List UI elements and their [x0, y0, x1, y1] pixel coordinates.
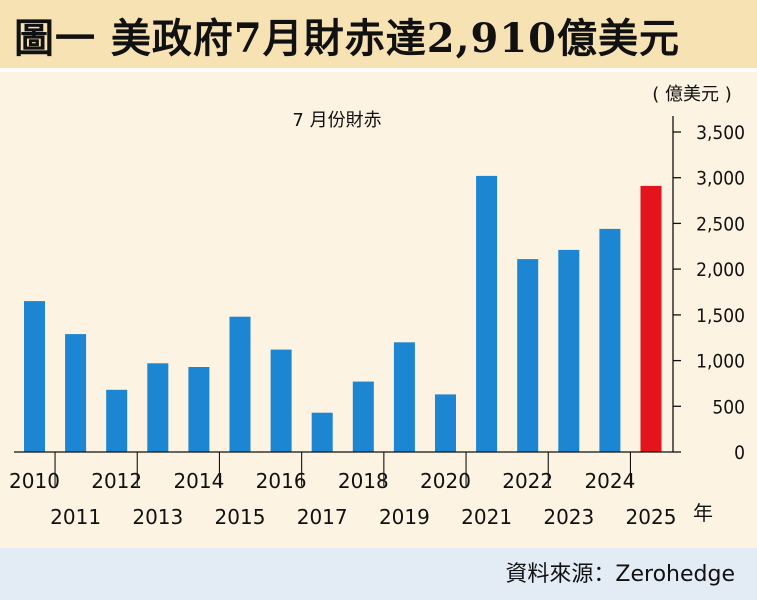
x-tick-label: 2020	[420, 469, 471, 493]
x-tick-label: 2014	[173, 469, 224, 493]
x-tick-label: 2015	[215, 505, 266, 529]
y-tick-label: 3,000	[696, 168, 745, 190]
x-tick-label: 2013	[132, 505, 183, 529]
bar-2015	[229, 316, 251, 452]
bar-2024	[599, 228, 621, 452]
y-tick-label: 0	[734, 442, 745, 464]
chart-title: 圖一 美政府7月財赤達2,910億美元	[14, 15, 681, 62]
bar-2021	[476, 175, 498, 452]
chart-subtitle: 7 月份財赤	[292, 110, 381, 131]
x-tick-label: 2016	[256, 469, 307, 493]
x-tick-label: 2022	[502, 469, 553, 493]
x-axis-label: 年	[693, 501, 713, 525]
x-tick-label: 2010	[9, 469, 60, 493]
x-tick-label: 2011	[50, 505, 101, 529]
bar-2016	[270, 349, 292, 452]
y-tick-label: 3,500	[696, 122, 745, 144]
y-tick-label: 2,500	[696, 213, 745, 235]
x-tick-label: 2024	[584, 469, 635, 493]
bar-2019	[393, 342, 415, 452]
y-tick-label: 2,000	[696, 259, 745, 281]
bar-2011	[65, 334, 87, 452]
x-tick-label: 2023	[543, 505, 594, 529]
bar-2020	[435, 394, 456, 452]
bars-layer	[24, 175, 662, 452]
bar-2017	[311, 412, 333, 452]
bar-2010	[24, 301, 45, 452]
x-tick-label: 2018	[338, 469, 389, 493]
footer-band	[0, 548, 757, 600]
bar-2014	[188, 367, 210, 452]
y-tick-label: 1,000	[696, 351, 745, 373]
x-tick-label: 2012	[91, 469, 142, 493]
y-tick-label: 1,500	[696, 305, 745, 327]
axis-layer: 2010 2011 2012 2013 2014 2015 2016 2017 2018 2019…	[9, 116, 745, 529]
x-tick-label: 2017	[297, 505, 348, 529]
x-tick-label: 2025	[626, 505, 677, 529]
bar-2012	[106, 389, 128, 452]
x-tick-label: 2019	[379, 505, 430, 529]
bar-2022	[517, 259, 539, 452]
y-tick-label: 500	[712, 396, 745, 418]
bar-2013	[147, 363, 169, 452]
title-band: 圖一 美政府7月財赤達2,910億美元	[0, 0, 757, 72]
bar-2018	[352, 381, 374, 452]
bar-2023	[558, 249, 580, 452]
x-tick-label: 2021	[461, 505, 512, 529]
bar-2025	[640, 185, 662, 452]
y-axis-label: ( 億美元 )	[652, 84, 732, 105]
source-note: 資料來源：Zerohedge	[505, 562, 735, 587]
